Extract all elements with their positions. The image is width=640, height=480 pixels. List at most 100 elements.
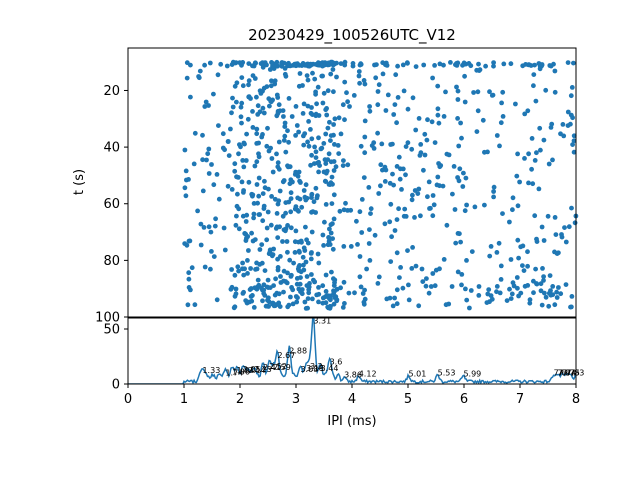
- raster-point: [312, 144, 317, 150]
- raster-point: [274, 92, 280, 98]
- raster-point: [325, 157, 331, 163]
- raster-point: [342, 62, 348, 68]
- raster-point: [330, 67, 336, 72]
- raster-point: [284, 239, 290, 244]
- raster-point: [250, 73, 256, 78]
- raster-point: [324, 112, 330, 118]
- raster-point: [443, 89, 448, 95]
- raster-point: [455, 88, 461, 94]
- raster-point: [240, 260, 246, 266]
- raster-point: [571, 60, 576, 66]
- raster-point: [455, 269, 461, 275]
- raster-point: [301, 133, 306, 139]
- raster-point: [331, 276, 336, 282]
- raster-point: [462, 208, 468, 214]
- raster-point: [318, 146, 324, 152]
- raster-point: [313, 111, 319, 117]
- raster-point: [340, 102, 346, 108]
- raster-point: [305, 296, 311, 301]
- raster-point: [188, 94, 193, 100]
- raster-point: [494, 133, 500, 138]
- raster-point: [425, 194, 430, 200]
- raster-point: [541, 137, 547, 143]
- raster-point: [313, 155, 319, 161]
- raster-point: [302, 299, 308, 305]
- raster-point: [303, 182, 309, 188]
- raster-point: [251, 215, 256, 221]
- raster-point: [539, 224, 545, 230]
- raster-point: [367, 104, 372, 109]
- raster-point: [456, 143, 462, 149]
- raster-point: [361, 175, 367, 181]
- raster-point: [508, 257, 514, 262]
- raster-point: [204, 157, 209, 163]
- raster-point: [498, 263, 504, 269]
- raster-point: [571, 149, 577, 155]
- raster-point: [534, 150, 539, 156]
- raster-point: [504, 298, 510, 303]
- raster-point: [441, 62, 446, 68]
- raster-point: [550, 292, 556, 298]
- raster-point: [242, 266, 248, 272]
- raster-point: [562, 225, 567, 231]
- raster-point: [476, 284, 482, 289]
- raster-point: [523, 62, 528, 67]
- raster-point: [245, 116, 251, 122]
- raster-point: [208, 266, 213, 272]
- raster-point: [257, 247, 263, 252]
- raster-point: [244, 235, 249, 241]
- raster-point: [388, 259, 394, 264]
- raster-point: [376, 274, 382, 280]
- raster-point: [209, 162, 214, 167]
- raster-point: [288, 225, 294, 231]
- raster-point: [382, 221, 388, 227]
- peak-label: 1.33: [202, 366, 220, 375]
- raster-point: [374, 62, 379, 67]
- raster-point: [531, 290, 536, 296]
- raster-point: [249, 298, 255, 304]
- raster-point: [254, 131, 260, 137]
- raster-point: [546, 161, 552, 167]
- raster-point: [397, 275, 402, 280]
- raster-point: [476, 293, 482, 298]
- raster-point: [309, 272, 314, 277]
- raster-point: [286, 139, 291, 145]
- peak-label: 2.88: [289, 346, 307, 355]
- raster-point: [394, 287, 400, 293]
- raster-point: [311, 161, 317, 167]
- raster-point: [214, 172, 220, 177]
- raster-point: [430, 271, 436, 276]
- raster-point: [323, 161, 329, 167]
- peak-label: 3.08: [300, 365, 318, 374]
- raster-point: [527, 300, 533, 306]
- raster-point: [446, 152, 452, 158]
- raster-point: [539, 62, 545, 67]
- raster-point: [276, 102, 282, 108]
- raster-point: [452, 207, 458, 212]
- raster-point: [507, 219, 512, 225]
- raster-point: [428, 205, 433, 211]
- raster-point: [400, 62, 406, 68]
- raster-point: [282, 120, 288, 126]
- raster-point: [416, 303, 422, 309]
- raster-point: [186, 238, 192, 244]
- raster-y-tick-label: 60: [103, 197, 120, 212]
- raster-point: [283, 228, 288, 234]
- raster-point: [565, 109, 571, 115]
- raster-point: [539, 302, 545, 308]
- raster-point: [282, 124, 288, 129]
- raster-point: [297, 281, 303, 287]
- raster-point: [320, 232, 326, 238]
- raster-point: [325, 88, 331, 94]
- raster-point: [322, 219, 327, 225]
- raster-point: [203, 99, 209, 105]
- raster-point: [209, 249, 214, 254]
- raster-point: [432, 140, 438, 146]
- peak-label: 2.52: [269, 362, 287, 371]
- raster-point: [250, 109, 255, 114]
- raster-point: [286, 96, 292, 101]
- raster-point: [331, 122, 336, 127]
- raster-point: [367, 227, 372, 233]
- raster-point: [246, 179, 252, 185]
- raster-point: [267, 249, 273, 255]
